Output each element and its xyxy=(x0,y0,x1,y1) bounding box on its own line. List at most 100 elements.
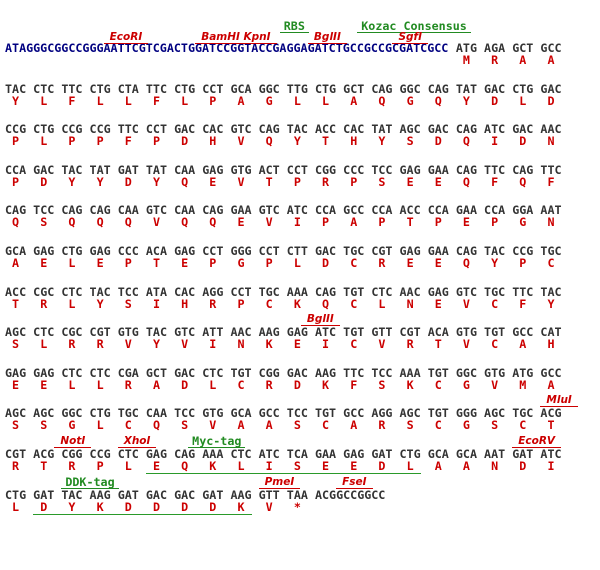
amino-acid: T xyxy=(322,134,330,149)
amino-acid: I xyxy=(491,134,499,149)
amino-acid: Q xyxy=(209,215,217,230)
amino-acid: A xyxy=(237,93,245,108)
amino-acid: E xyxy=(406,174,414,189)
codon: GAC xyxy=(540,81,562,96)
amino-acid: P xyxy=(293,174,301,189)
amino-acid: A xyxy=(462,459,470,473)
codon: TTC xyxy=(61,81,83,96)
amino-acid: T xyxy=(265,174,273,189)
amino-acid: E xyxy=(152,459,160,473)
codon: CCA xyxy=(427,203,449,218)
codon: ATA xyxy=(145,284,168,299)
codon: CCA xyxy=(5,162,27,177)
amino-acid: Y xyxy=(547,296,555,311)
amino-acid: R xyxy=(406,337,414,352)
codon: GCT xyxy=(145,365,168,380)
codon: TAT xyxy=(455,81,477,96)
codon: GGC xyxy=(455,365,477,380)
codon: GTG xyxy=(117,325,139,340)
amino-acid: D xyxy=(152,499,160,514)
amino-acid: V xyxy=(378,337,386,352)
codon: TAC xyxy=(484,244,506,258)
amino-acid: Y xyxy=(96,174,104,189)
amino-acid: E xyxy=(181,256,189,270)
codon: GTG xyxy=(230,162,252,177)
amino-acid: F xyxy=(519,296,527,311)
tag-label: RBS xyxy=(279,20,309,33)
codon: AGC xyxy=(399,122,421,137)
codon: TCC xyxy=(174,406,196,421)
amino-acid: V xyxy=(265,215,273,230)
codon: CAA xyxy=(117,203,139,218)
amino-acid: C xyxy=(434,418,442,433)
amino-acid: C xyxy=(434,377,442,392)
amino-acid: S xyxy=(12,418,20,433)
codon: GGC xyxy=(258,81,280,96)
amino-acid: Q xyxy=(378,93,386,108)
codon: ATG xyxy=(512,365,534,380)
codon: GAG xyxy=(399,162,421,177)
codon: TAC xyxy=(286,122,308,137)
amino-acid: L xyxy=(96,93,104,108)
codon: AAA xyxy=(286,284,308,299)
codon: CTG xyxy=(399,447,421,461)
amino-acid: D xyxy=(209,499,217,514)
amino-acid: Y xyxy=(96,296,104,311)
codon: TGC xyxy=(484,284,506,299)
amino-acid: Y xyxy=(378,134,386,149)
amino-acid: S xyxy=(378,377,386,392)
amino-acid: P xyxy=(152,134,160,149)
amino-acid: C xyxy=(237,377,245,392)
amino-acid: F xyxy=(350,377,358,392)
codon: ATG xyxy=(455,41,477,55)
site-label: MluI xyxy=(540,394,578,408)
codon: GCC xyxy=(512,325,534,340)
amino-acid: Y xyxy=(152,337,160,352)
codon: GCC xyxy=(540,41,562,55)
codon: GAC xyxy=(512,122,534,137)
amino-acid: R xyxy=(68,337,76,352)
codon: TAC xyxy=(61,162,83,177)
amino-acid: K xyxy=(293,296,301,311)
amino-acid: D xyxy=(434,134,442,149)
amino-acid: E xyxy=(434,256,442,270)
amino-acid: V xyxy=(152,215,160,230)
amino-acid: I xyxy=(547,459,555,473)
codon: TAT xyxy=(89,162,111,177)
amino-acid: A xyxy=(434,459,442,473)
codon: GCA xyxy=(230,406,252,421)
codon: CGT xyxy=(371,244,393,258)
codon: GTT xyxy=(371,325,393,340)
site-label: FseI xyxy=(336,476,373,489)
codon: TCC xyxy=(117,284,139,299)
codon: CGT xyxy=(89,325,111,340)
codon: TCA xyxy=(286,447,308,461)
amino-acid: * xyxy=(293,499,301,514)
codon: GAG xyxy=(427,284,449,299)
codon: ACC xyxy=(5,284,27,299)
amino-acid: T xyxy=(406,215,414,230)
amino-acid: A xyxy=(350,93,358,108)
codon: CCA xyxy=(371,203,393,218)
amino-acid: S xyxy=(406,418,414,433)
codon: GTC xyxy=(230,122,252,137)
codon: TGT xyxy=(484,325,506,340)
tag-label: Myc-tag xyxy=(188,435,246,448)
codon: GAG xyxy=(33,244,55,258)
amino-acid: C xyxy=(265,296,273,311)
amino-acid: Y xyxy=(68,174,76,189)
codon: TAC xyxy=(61,487,83,502)
codon: CTG xyxy=(33,122,55,137)
amino-acid: T xyxy=(12,296,20,311)
site-label: NotI xyxy=(54,435,92,448)
codon: CAG xyxy=(314,284,337,299)
codon: CTG xyxy=(89,81,111,96)
site-label: BamHI xyxy=(195,31,246,44)
codon: CTC xyxy=(371,284,393,299)
codon: TAC xyxy=(89,284,111,299)
amino-acid: V xyxy=(462,337,470,352)
amino-acid: G xyxy=(462,418,470,433)
codon: CAA xyxy=(174,162,196,177)
amino-acid: P xyxy=(237,296,245,311)
codon: CAG xyxy=(455,162,477,177)
